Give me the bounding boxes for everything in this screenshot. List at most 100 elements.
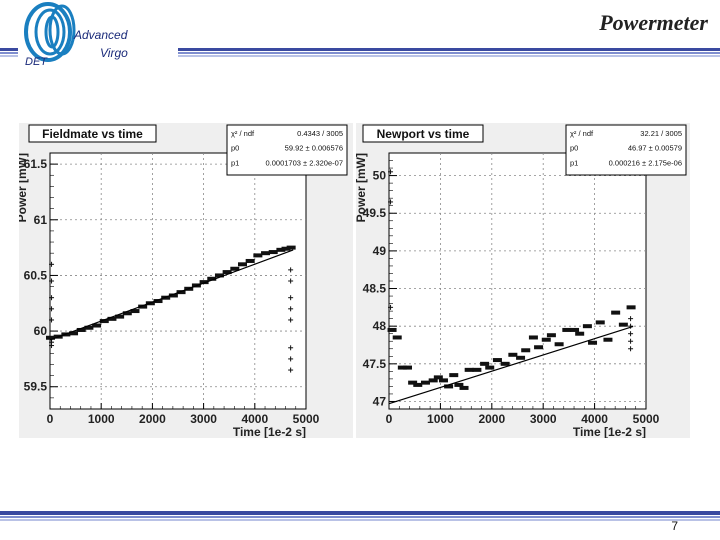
data-point — [595, 320, 605, 325]
data-point-marker — [138, 304, 148, 309]
logo-ring-right — [48, 4, 76, 56]
data-point-marker — [603, 337, 613, 342]
x-tick-label: 1000 — [427, 412, 454, 426]
data-point — [528, 335, 538, 340]
data-point-marker — [492, 358, 502, 363]
data-point — [628, 346, 634, 352]
data-point — [541, 337, 551, 342]
data-point-marker — [261, 251, 271, 256]
data-point — [626, 305, 636, 310]
y-tick-label: 61 — [34, 213, 48, 227]
chart-panel-newport: 0 1000 2000 3000 4000 5000 47 47.5 48 48.5 49 49.5 5… — [354, 123, 690, 439]
data-point — [454, 382, 464, 387]
stats-box — [226, 124, 348, 176]
x-tick-label: 3000 — [530, 412, 557, 426]
y-tick-label: 60 — [34, 324, 48, 338]
data-point-marker — [420, 380, 430, 385]
data-point — [397, 365, 407, 370]
data-point-marker — [485, 365, 495, 370]
data-point — [107, 316, 117, 321]
data-point-marker — [444, 384, 454, 389]
data-point — [168, 293, 178, 298]
data-point-marker — [480, 361, 490, 366]
data-point — [516, 355, 526, 360]
stats-value: 0.4343 / 3005 — [297, 129, 343, 138]
logo-advanced: Advanced — [74, 28, 128, 42]
x-tick-label: 4000 — [581, 412, 608, 426]
data-point-marker — [99, 319, 109, 324]
data-point-marker — [508, 352, 518, 357]
data-point — [438, 378, 448, 383]
data-point-marker — [176, 290, 186, 295]
data-point — [508, 352, 518, 357]
stats-name: χ² / ndf — [231, 129, 255, 138]
data-point — [138, 304, 148, 309]
x-tick-label: 2000 — [139, 412, 166, 426]
data-point-marker — [541, 337, 551, 342]
data-point-marker — [46, 335, 55, 340]
data-point — [230, 266, 240, 271]
data-point-marker — [276, 247, 286, 252]
data-point-marker — [84, 325, 94, 330]
y-tick-label: 50 — [373, 169, 387, 183]
data-point — [459, 385, 469, 390]
data-point-marker — [528, 335, 538, 340]
data-point-marker — [122, 311, 132, 316]
data-point — [153, 299, 163, 304]
y-tick-label: 59.5 — [24, 380, 48, 394]
data-point — [261, 251, 271, 256]
header-band-mid — [0, 52, 720, 54]
chart-title-box — [362, 124, 484, 143]
data-point-marker — [588, 340, 598, 345]
data-point-marker — [438, 378, 448, 383]
data-point — [588, 340, 598, 345]
data-point — [402, 365, 412, 370]
stats-value: 0.0001703 ± 2.320e-07 — [265, 158, 343, 167]
data-point-marker — [245, 258, 255, 263]
data-point — [199, 280, 209, 285]
x-axis-label: Time [1e-2 s] — [233, 425, 306, 438]
data-point-marker — [562, 327, 572, 332]
data-point-marker — [472, 367, 482, 372]
data-point-marker — [408, 380, 418, 385]
data-point — [618, 322, 628, 327]
logo-det: DET — [25, 56, 47, 68]
data-point-marker — [500, 361, 510, 366]
slide-header: Advanced Virgo DET Powermeter — [0, 0, 720, 80]
data-point — [222, 270, 232, 275]
y-tick-label: 60.5 — [24, 268, 48, 282]
data-point — [464, 367, 474, 372]
y-axis-label: Power [mW] — [19, 153, 29, 222]
plot-frame — [49, 152, 307, 410]
data-point-marker — [402, 365, 412, 370]
data-point — [388, 169, 394, 175]
data-point-marker — [595, 320, 605, 325]
data-point — [130, 309, 140, 314]
y-axis-label: Power [mW] — [356, 153, 368, 222]
data-point — [428, 378, 438, 383]
data-point — [76, 327, 86, 332]
chart-panel-fieldmate: 0 1000 2000 3000 4000 5000 59.5 60 60.5 61 61.5 Fie… — [15, 123, 353, 439]
data-point-marker — [618, 322, 628, 327]
data-point-marker — [413, 382, 423, 387]
data-point — [500, 361, 510, 366]
data-point — [388, 199, 394, 205]
stats-name: p1 — [570, 158, 578, 167]
y-tick-label: 47 — [373, 394, 387, 408]
logo-ring-outer — [24, 2, 72, 62]
stats-name: p0 — [570, 144, 578, 153]
data-point — [611, 310, 621, 315]
data-point — [562, 327, 572, 332]
data-point — [603, 337, 613, 342]
stats-box — [565, 124, 687, 176]
data-point-marker — [281, 246, 291, 251]
data-point-marker — [397, 365, 407, 370]
stats-value: 59.92 ± 0.006576 — [285, 144, 343, 153]
chart-newport: 0 1000 2000 3000 4000 5000 47 47.5 48 48.5 49 49.5 5… — [354, 124, 687, 439]
data-point-marker — [611, 310, 621, 315]
footer-band-light — [0, 519, 720, 521]
header-band-light — [0, 55, 720, 57]
data-point-marker — [214, 273, 224, 278]
data-point-marker — [428, 378, 438, 383]
data-point — [245, 258, 255, 263]
